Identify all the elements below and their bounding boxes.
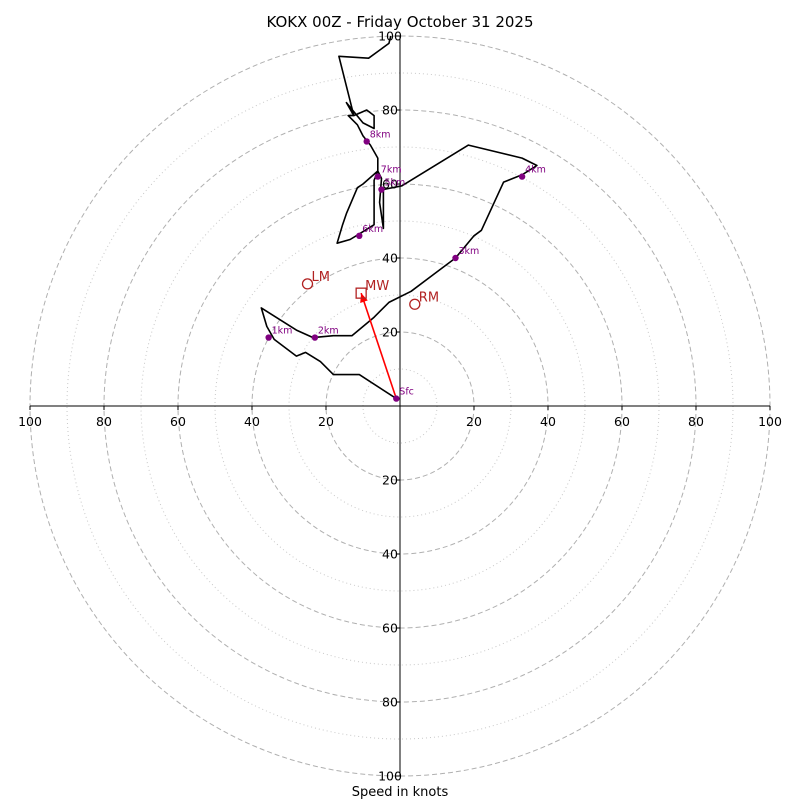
height-label-3km: 3km xyxy=(459,246,480,257)
y-tick-label: 80 xyxy=(382,695,398,710)
height-marker-2km xyxy=(311,334,319,341)
height-marker-5km xyxy=(378,186,385,193)
storm-motion-markers: LM RM MW xyxy=(301,270,439,310)
y-tick-label: 60 xyxy=(382,621,398,636)
y-tick-label: 20 xyxy=(382,473,398,488)
y-tick-label: 100 xyxy=(378,769,402,784)
x-tick-label: 20 xyxy=(318,414,334,429)
height-marker-4km xyxy=(518,173,526,180)
x-tick-label: 40 xyxy=(244,414,260,429)
mw-marker xyxy=(355,287,367,299)
height-marker-8km xyxy=(363,138,370,145)
y-tick-label: 20 xyxy=(382,325,398,340)
height-label-8km: 8km xyxy=(370,129,391,140)
height-marker-1km xyxy=(265,334,272,341)
x-tick-label: 100 xyxy=(758,414,782,429)
height-label-5km: 5km xyxy=(385,178,406,189)
x-axis-label: Speed in knots xyxy=(352,785,449,800)
x-tick-label: 80 xyxy=(688,414,704,429)
y-tick-label: 80 xyxy=(382,103,398,118)
height-label-1km: 1km xyxy=(272,326,293,337)
rm-marker xyxy=(409,298,421,310)
rm-label: RM xyxy=(419,290,439,305)
x-tick-label: 40 xyxy=(540,414,556,429)
height-label-2km: 2km xyxy=(318,326,339,337)
height-marker-3km xyxy=(452,254,459,262)
height-marker-sfc xyxy=(393,395,400,402)
x-tick-label: 100 xyxy=(18,414,42,429)
height-marker-7km xyxy=(374,173,381,180)
y-tick-label: 40 xyxy=(382,251,398,266)
x-tick-label: 80 xyxy=(96,414,112,429)
height-label-6km: 6km xyxy=(362,224,383,235)
hodograph-trace xyxy=(260,35,538,400)
mw-label: MW xyxy=(365,279,389,294)
axes: 100 80 60 40 20 20 40 60 80 100204060801002040608… xyxy=(18,29,782,784)
x-tick-label: 60 xyxy=(614,414,630,429)
x-tick-label: 60 xyxy=(170,414,186,429)
y-tick-label: 40 xyxy=(382,547,398,562)
height-label-7km: 7km xyxy=(381,165,402,176)
lm-label: LM xyxy=(312,270,330,285)
shear-vector xyxy=(360,292,398,399)
height-label-4km: 4km xyxy=(525,165,546,176)
x-tick-label: 20 xyxy=(466,414,482,429)
lm-marker xyxy=(301,278,314,290)
chart-title: KOKX 00Z - Friday October 31 2025 xyxy=(266,13,533,31)
height-marker-6km xyxy=(356,232,363,239)
height-label-sfc: Sfc xyxy=(399,387,414,398)
height-markers: Sfc 1km 2km 3km 4km 5km 6km 7km 8km xyxy=(265,129,546,402)
hodograph-trace-layer xyxy=(260,35,538,400)
